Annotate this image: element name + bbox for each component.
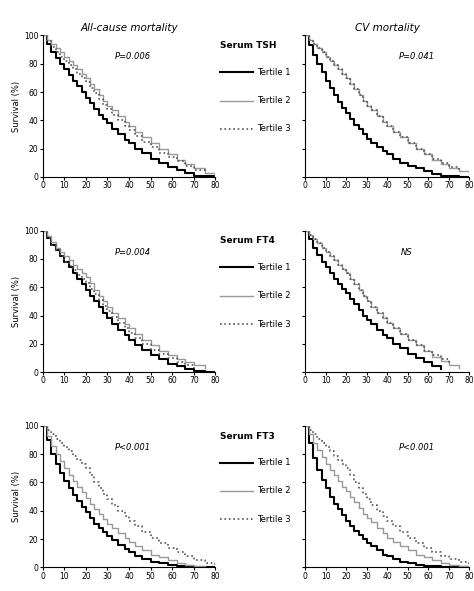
- Text: P<0.001: P<0.001: [399, 443, 435, 452]
- Text: P=0.004: P=0.004: [114, 248, 151, 256]
- Y-axis label: Survival (%): Survival (%): [12, 80, 21, 132]
- Text: P=0.006: P=0.006: [114, 53, 151, 61]
- Y-axis label: Survival (%): Survival (%): [12, 471, 21, 522]
- Text: Tertile 2: Tertile 2: [257, 291, 290, 300]
- Text: Tertile 2: Tertile 2: [257, 486, 290, 495]
- Text: Serum TSH: Serum TSH: [220, 41, 276, 50]
- Title: All-cause mortality: All-cause mortality: [80, 23, 178, 33]
- Text: Tertile 3: Tertile 3: [257, 515, 290, 524]
- Text: Tertile 3: Tertile 3: [257, 320, 290, 329]
- Text: Tertile 1: Tertile 1: [257, 263, 290, 272]
- Text: P<0.001: P<0.001: [114, 443, 151, 452]
- Text: Tertile 2: Tertile 2: [257, 96, 290, 105]
- Text: Tertile 1: Tertile 1: [257, 458, 290, 467]
- Text: P=0.041: P=0.041: [399, 53, 435, 61]
- Text: Serum FT3: Serum FT3: [220, 431, 274, 440]
- Text: NS: NS: [401, 248, 413, 256]
- Text: Tertile 1: Tertile 1: [257, 68, 290, 77]
- Text: Serum FT4: Serum FT4: [220, 236, 275, 245]
- Text: Tertile 3: Tertile 3: [257, 124, 290, 134]
- Y-axis label: Survival (%): Survival (%): [12, 276, 21, 327]
- Title: CV mortality: CV mortality: [355, 23, 419, 33]
